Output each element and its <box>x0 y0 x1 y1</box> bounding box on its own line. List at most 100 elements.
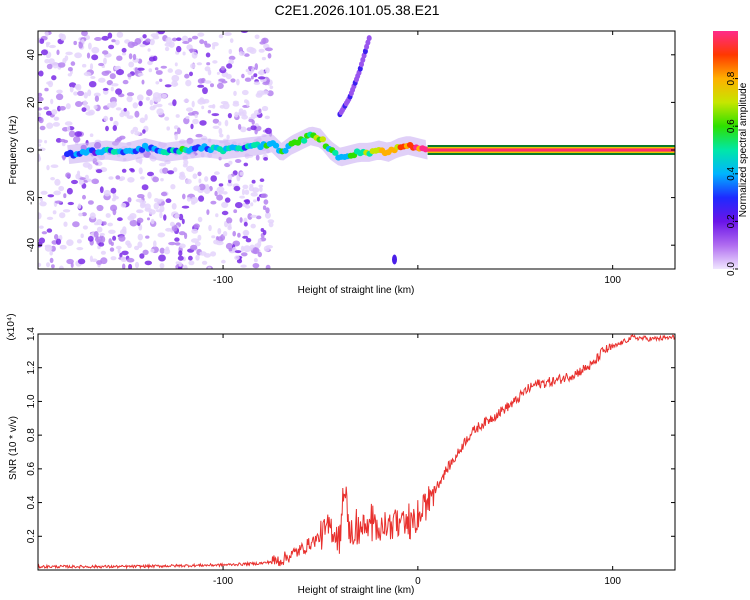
noise-speckle <box>78 42 83 49</box>
noise-speckle <box>83 100 88 107</box>
noise-speckle <box>53 116 60 121</box>
noise-speckle <box>111 197 116 202</box>
y-tick-label: 0.4 <box>26 495 37 509</box>
noise-speckle <box>85 111 94 116</box>
noise-speckle <box>198 195 205 202</box>
noise-speckle <box>248 66 253 70</box>
noise-speckle <box>259 178 265 182</box>
noise-speckle <box>150 33 159 38</box>
noise-speckle <box>247 71 253 75</box>
noise-speckle <box>88 42 92 50</box>
noise-speckle <box>138 100 143 107</box>
noise-speckle <box>208 104 215 109</box>
noise-speckle <box>224 119 229 127</box>
noise-speckle <box>127 215 135 221</box>
noise-speckle <box>174 133 178 141</box>
noise-speckle <box>147 217 150 221</box>
noise-speckle <box>233 185 241 192</box>
noise-speckle <box>244 205 251 209</box>
noise-speckle <box>198 183 206 191</box>
noise-speckle <box>86 178 92 182</box>
noise-speckle <box>197 32 205 37</box>
noise-speckle <box>227 113 232 119</box>
ridge-point <box>272 142 280 149</box>
noise-speckle <box>220 66 226 71</box>
noise-speckle <box>258 108 262 114</box>
noise-speckle <box>149 38 155 46</box>
noise-speckle <box>148 56 156 62</box>
noise-speckle <box>89 212 96 220</box>
noise-speckle <box>52 210 57 215</box>
snr-scale-label: (x10⁴) <box>6 313 17 340</box>
snr-panel: -100 0 100 0.2 0.4 0.6 0.8 1.0 1.2 1.4 (x10⁴) Hei… <box>6 313 676 596</box>
y-tick-label: 40 <box>26 49 37 61</box>
noise-speckle <box>226 217 233 224</box>
noise-speckle <box>172 99 177 107</box>
noise-speckle <box>202 98 210 104</box>
noise-speckle <box>52 61 59 69</box>
noise-speckle <box>85 105 91 111</box>
noise-speckle <box>108 229 116 234</box>
noise-speckle <box>204 43 211 48</box>
noise-speckle <box>102 87 109 91</box>
noise-speckle <box>145 38 151 43</box>
noise-speckle <box>82 194 86 200</box>
y-tick-label: -20 <box>26 190 37 205</box>
noise-speckle <box>244 53 250 57</box>
noise-speckle <box>65 51 73 56</box>
noise-speckle <box>150 218 155 225</box>
y-tick-label: 0.8 <box>26 428 37 442</box>
noise-speckle <box>259 69 265 76</box>
noise-speckle <box>218 183 224 187</box>
noise-speckle <box>67 73 72 77</box>
noise-speckle <box>183 264 188 269</box>
noise-speckle <box>264 47 273 52</box>
noise-speckle <box>187 112 195 116</box>
noise-speckle <box>234 255 240 260</box>
noise-speckle <box>134 110 140 118</box>
noise-speckle <box>111 83 119 87</box>
spectrogram-panel: -100 100 -40 -20 0 20 40 Height of straight li… <box>8 30 676 296</box>
noise-speckle <box>178 213 184 221</box>
noise-speckle <box>233 90 237 96</box>
noise-speckle <box>54 178 61 186</box>
noise-speckle <box>73 91 78 96</box>
y-tick-label: 0 <box>26 147 37 153</box>
noise-speckle <box>220 101 229 105</box>
noise-speckle <box>140 203 147 207</box>
noise-speckle <box>69 86 74 93</box>
noise-speckle <box>109 116 114 122</box>
noise-speckle <box>264 127 272 135</box>
noise-speckle <box>43 106 50 110</box>
noise-speckle <box>258 184 264 188</box>
noise-speckle <box>148 68 153 73</box>
noise-speckle <box>65 172 71 178</box>
noise-speckle <box>89 133 94 137</box>
noise-speckle <box>116 137 123 142</box>
noise-speckle <box>81 212 87 217</box>
y-tick-label: 0.2 <box>26 529 37 543</box>
noise-speckle <box>219 133 224 138</box>
noise-speckle <box>96 204 104 212</box>
noise-speckle <box>126 257 135 263</box>
noise-speckle <box>136 217 144 223</box>
noise-speckle <box>210 175 217 182</box>
noise-speckle <box>121 168 127 173</box>
noise-speckle <box>46 110 52 116</box>
noise-speckle <box>88 81 97 88</box>
noise-speckle <box>190 63 196 69</box>
noise-speckle <box>194 241 201 247</box>
noise-speckle <box>204 80 212 84</box>
noise-speckle <box>171 74 180 82</box>
noise-speckle <box>240 245 245 252</box>
noise-speckle <box>103 57 107 65</box>
x-tick-label: 100 <box>604 275 621 286</box>
noise-speckle <box>93 231 99 238</box>
noise-speckle <box>108 44 115 50</box>
noise-speckle <box>164 46 170 52</box>
noise-speckle <box>142 129 146 134</box>
noise-speckle <box>54 200 62 204</box>
noise-speckle <box>185 178 192 185</box>
spectrogram-ticks: -100 100 -40 -20 0 20 40 <box>26 31 675 286</box>
noise-speckle <box>250 202 254 207</box>
